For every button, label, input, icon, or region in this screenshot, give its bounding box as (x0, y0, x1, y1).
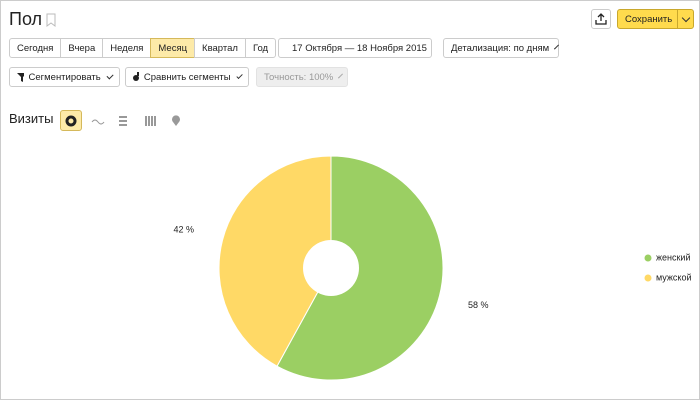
period-button[interactable]: Сегодня (9, 38, 62, 58)
period-selector: Сегодня Вчера Неделя Месяц Квартал Год (9, 38, 277, 58)
accuracy-button: Точность: 100% (256, 67, 348, 87)
detail-label: Детализация: по дням (451, 42, 550, 54)
metric-label: Визиты (9, 111, 54, 126)
chart: 58 % женский 42 % мужской (174, 155, 691, 381)
legend-label: мужской (656, 272, 691, 282)
bar-view-icon[interactable] (145, 116, 156, 126)
period-button[interactable]: Год (244, 38, 277, 58)
pie-label: 42 % (174, 225, 195, 235)
area-view-icon[interactable] (119, 116, 127, 126)
pie-label: 58 % (468, 300, 489, 310)
line-view-icon[interactable] (91, 119, 105, 125)
filter-icon (17, 73, 24, 82)
legend-swatch (644, 254, 652, 262)
pie-hole (303, 240, 359, 296)
date-range-button[interactable]: 17 Октября — 18 Ноября 2015 (278, 38, 432, 58)
pie-view-button[interactable] (60, 110, 82, 131)
page-title: Пол (9, 9, 43, 29)
legend-swatch (644, 274, 652, 282)
view-icons (91, 115, 180, 126)
share-button[interactable] (591, 9, 611, 29)
period-button[interactable]: Неделя (102, 38, 152, 58)
save-button[interactable]: Сохранить (617, 9, 678, 29)
save-menu-button[interactable] (677, 9, 694, 29)
date-range: 17 Октября — 18 Ноября 2015 (292, 42, 427, 54)
legend-label: женский (656, 252, 691, 262)
compare-icon (133, 72, 139, 81)
segment-label: Сегментировать (28, 71, 101, 83)
compare-label: Сравнить сегменты (143, 71, 231, 83)
pie-slice (276, 155, 444, 381)
bookmark-icon[interactable] (45, 13, 57, 27)
compare-button[interactable]: Сравнить сегменты (125, 67, 249, 87)
pie-slice (218, 155, 332, 367)
map-view-icon[interactable] (172, 115, 180, 126)
segment-button[interactable]: Сегментировать (9, 67, 120, 87)
share-icon (595, 13, 607, 25)
period-button[interactable]: Месяц (150, 38, 196, 58)
accuracy-label: Точность: 100% (264, 71, 334, 83)
period-button[interactable]: Вчера (60, 38, 104, 58)
detail-button[interactable]: Детализация: по дням (443, 38, 560, 58)
period-button[interactable]: Квартал (194, 38, 246, 58)
pie-icon (65, 115, 77, 126)
